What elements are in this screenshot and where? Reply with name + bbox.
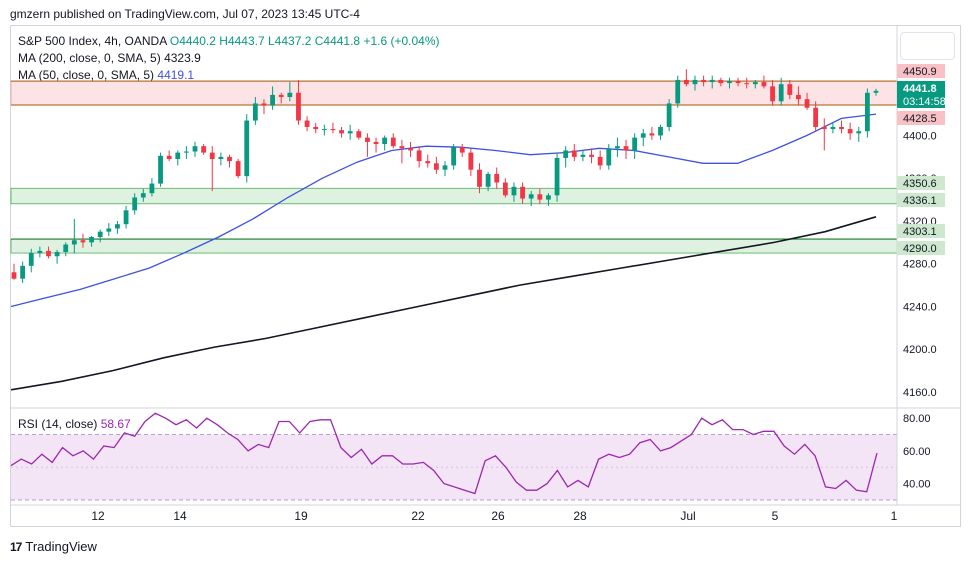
rsi-label: RSI (14, close) <box>18 417 98 431</box>
chart-frame <box>10 25 961 527</box>
ma50-value: 4419.1 <box>157 68 195 82</box>
footer-brand: 17 TradingView <box>10 539 97 554</box>
ma200-legend: MA (200, close, 0, SMA, 5) 4323.9 <box>18 51 201 65</box>
tradingview-logo-icon: 17 <box>10 539 22 554</box>
top-right-scale-box[interactable] <box>900 32 955 60</box>
brand-name: TradingView <box>25 539 97 554</box>
ma50-label: MA (50, close, 0, SMA, 5) <box>18 68 155 82</box>
high-value: H4443.7 <box>219 34 265 48</box>
ohlc-legend: S&P 500 Index, 4h, OANDA O4440.2 H4443.7… <box>18 34 440 48</box>
change-value: +1.6 (+0.04%) <box>363 34 440 48</box>
ma200-value: 4323.9 <box>164 51 201 65</box>
low-value: L4437.2 <box>268 34 312 48</box>
open-value: O4440.2 <box>169 34 216 48</box>
close-value: C4441.8 <box>314 34 361 48</box>
ma200-label: MA (200, close, 0, SMA, 5) <box>18 51 161 65</box>
rsi-legend: RSI (14, close) 58.67 <box>18 417 131 431</box>
symbol-label: S&P 500 Index, 4h, OANDA <box>18 34 167 48</box>
ma50-legend: MA (50, close, 0, SMA, 5) 4419.1 <box>18 68 194 82</box>
rsi-value: 58.67 <box>100 417 131 431</box>
published-caption: gmzern published on TradingView.com, Jul… <box>10 7 360 21</box>
